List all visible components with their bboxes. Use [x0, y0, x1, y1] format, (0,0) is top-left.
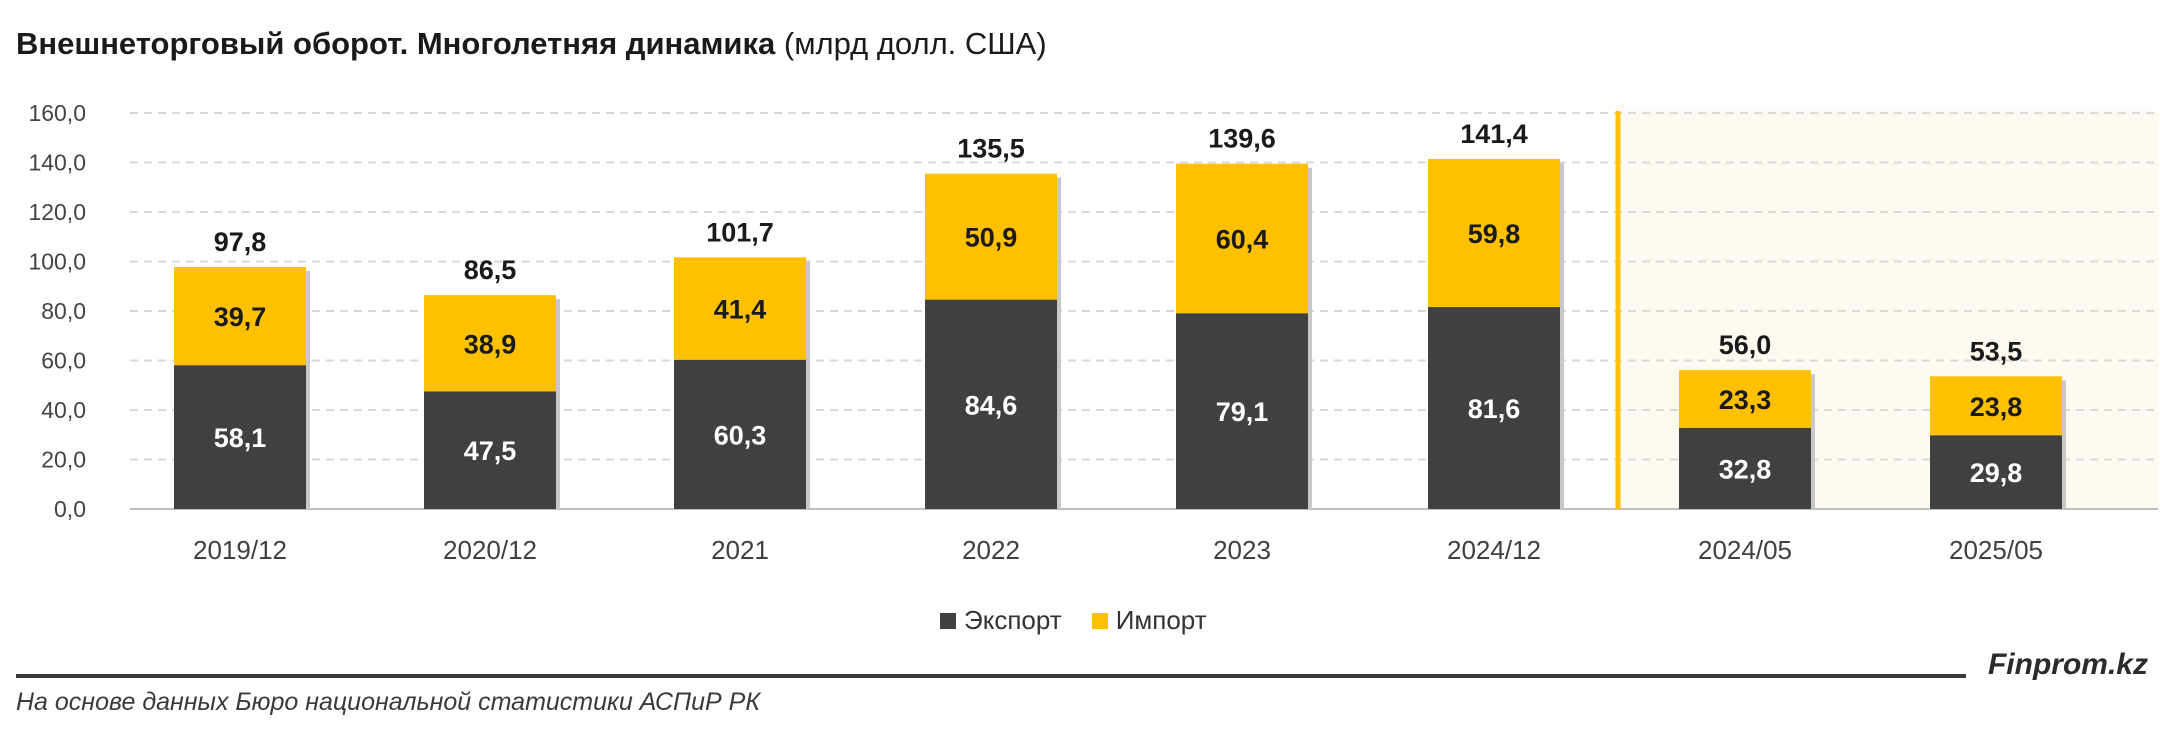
- data-label-export: 29,8: [1970, 458, 2023, 488]
- legend-swatch-import: [1091, 612, 1108, 629]
- y-tick-label: 160,0: [28, 100, 86, 126]
- chart-legend: Экспорт Импорт: [940, 605, 1207, 636]
- x-tick-label: 2019/12: [193, 535, 287, 565]
- data-label-export: 60,3: [714, 420, 767, 450]
- y-tick-label: 100,0: [28, 249, 86, 275]
- x-tick-label: 2023: [1213, 535, 1271, 565]
- data-label-export: 32,8: [1719, 454, 1772, 484]
- data-label-import: 50,9: [965, 223, 1018, 253]
- data-label-export: 81,6: [1468, 394, 1521, 424]
- data-label-export: 47,5: [464, 436, 517, 466]
- data-label-total: 139,6: [1208, 124, 1276, 154]
- chart-title: Внешнеторговый оборот. Многолетняя динам…: [16, 26, 1047, 62]
- data-label-import: 23,8: [1970, 392, 2023, 422]
- y-tick-label: 120,0: [28, 199, 86, 225]
- y-tick-label: 40,0: [41, 397, 86, 423]
- legend-label-export: Экспорт: [964, 605, 1062, 635]
- bar-export: [1930, 435, 2062, 509]
- footer-rule: [16, 674, 1966, 678]
- data-label-export: 84,6: [965, 390, 1018, 420]
- data-label-total: 97,8: [214, 227, 267, 257]
- source-note: На основе данных Бюро национальной стати…: [16, 688, 761, 716]
- data-label-import: 38,9: [464, 329, 517, 359]
- bar-export: [1176, 313, 1308, 509]
- data-label-total: 101,7: [706, 217, 774, 247]
- data-label-import: 39,7: [214, 302, 267, 332]
- data-label-import: 23,3: [1719, 385, 1772, 415]
- bar-import: [1679, 370, 1811, 428]
- data-label-export: 58,1: [214, 423, 267, 453]
- data-label-import: 59,8: [1468, 219, 1521, 249]
- data-label-total: 86,5: [464, 255, 517, 285]
- x-tick-label: 2024/12: [1447, 535, 1541, 565]
- x-tick-label: 2024/05: [1698, 535, 1792, 565]
- brand-logo-text: Finprom.kz: [1987, 648, 2148, 681]
- bar-import: [174, 266, 306, 366]
- y-tick-label: 0,0: [54, 496, 86, 522]
- x-tick-label: 2025/05: [1949, 535, 2043, 565]
- bar-export: [424, 391, 556, 509]
- data-label-export: 79,1: [1216, 397, 1269, 427]
- bar-import: [925, 173, 1057, 300]
- data-label-total: 56,0: [1719, 330, 1772, 360]
- y-tick-label: 140,0: [28, 150, 86, 176]
- y-tick-label: 60,0: [41, 348, 86, 374]
- bar-export: [1428, 307, 1560, 509]
- legend-label-import: Импорт: [1115, 605, 1207, 635]
- x-tick-label: 2021: [711, 535, 769, 565]
- x-tick-label: 2022: [962, 535, 1020, 565]
- data-label-import: 41,4: [714, 295, 767, 325]
- bar-import: [1176, 163, 1308, 314]
- legend-swatch-export: [940, 612, 956, 629]
- data-label-total: 135,5: [957, 134, 1025, 164]
- data-label-total: 141,4: [1460, 119, 1528, 149]
- bar-import: [424, 295, 556, 392]
- bar-import: [1930, 376, 2062, 436]
- bar-export: [925, 299, 1057, 509]
- bar-export: [1679, 427, 1811, 509]
- bar-export: [674, 359, 806, 509]
- y-tick-label: 20,0: [41, 447, 86, 473]
- data-label-total: 53,5: [1970, 336, 2023, 366]
- bar-export: [174, 365, 306, 509]
- chart-area: 0,0 20,0 40,0 60,0 80,0 100,0 120,0 140,0 160,0 5…: [28, 100, 2158, 565]
- bar-import: [1428, 159, 1560, 308]
- x-tick-label: 2020/12: [443, 535, 537, 565]
- chart-title-unit: (млрд долл. США): [783, 26, 1047, 61]
- data-label-import: 60,4: [1216, 224, 1269, 254]
- chart-title-main: Внешнеторговый оборот. Многолетняя динам…: [16, 26, 776, 61]
- legend-item-import: Импорт: [1091, 605, 1207, 636]
- legend-item-export: Экспорт: [940, 605, 1062, 636]
- y-tick-label: 80,0: [41, 298, 86, 324]
- bar-import: [674, 257, 806, 360]
